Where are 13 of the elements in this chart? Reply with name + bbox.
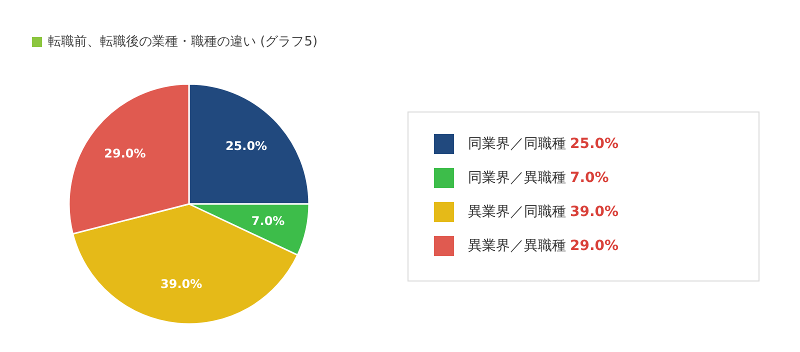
data-label: 7.0% [251, 214, 285, 228]
data-label: 39.0% [160, 276, 202, 291]
legend-label: 異業界／異職種 [468, 238, 566, 254]
text: 7.0% [570, 170, 609, 186]
data-label: 29.0% [104, 146, 146, 161]
legend-label: 異業界／同職種 [468, 204, 566, 220]
data-label: 25.0% [225, 139, 268, 154]
legend-label: 同業界／異職種 [468, 170, 566, 186]
text: 29.0% [570, 238, 619, 254]
chart-title: 転職前、転職後の業種・職種の違い (グラフ5) [48, 34, 318, 50]
text: 25.0% [570, 136, 619, 152]
legend-label: 同業界／同職種 [468, 136, 566, 152]
text: 39.0% [570, 204, 619, 220]
